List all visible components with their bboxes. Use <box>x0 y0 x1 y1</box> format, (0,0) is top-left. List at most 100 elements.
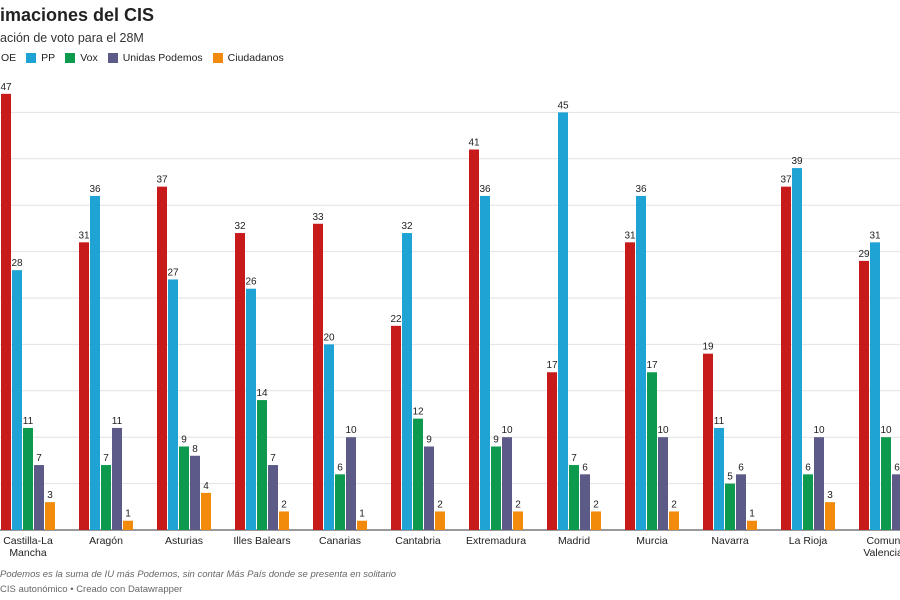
value-label: 9 <box>493 434 499 445</box>
x-tick-label: Navarra <box>711 535 749 547</box>
x-tick-label: Madrid <box>557 535 591 547</box>
bar <box>647 372 657 530</box>
legend-label: Ciudadanos <box>227 52 284 64</box>
bar <box>190 455 200 530</box>
value-label: 41 <box>468 138 480 149</box>
value-label: 6 <box>805 462 811 473</box>
legend-swatch <box>107 53 118 63</box>
value-label: 5 <box>727 472 733 483</box>
value-label: 2 <box>671 499 677 510</box>
bar <box>391 325 401 530</box>
bar <box>424 446 434 530</box>
bar <box>157 186 167 530</box>
value-label: 4 <box>203 481 209 492</box>
bar <box>357 520 367 530</box>
value-label: 6 <box>894 462 900 473</box>
bar <box>201 492 211 530</box>
value-label: 28 <box>11 258 23 269</box>
bar <box>870 242 880 530</box>
bar <box>123 520 133 530</box>
value-label: 11 <box>714 416 725 427</box>
bar <box>112 427 122 530</box>
bar <box>669 511 679 530</box>
value-label: 6 <box>582 462 588 473</box>
value-label: 1 <box>749 509 755 520</box>
value-label: 14 <box>256 388 268 399</box>
x-tick-label: Canarias <box>318 535 362 547</box>
value-label: 22 <box>390 314 402 325</box>
value-label: 3 <box>47 490 53 501</box>
bar <box>736 474 746 530</box>
bar <box>90 195 100 531</box>
value-label: 1 <box>125 509 131 520</box>
bar <box>313 223 323 530</box>
bar <box>859 260 869 530</box>
legend-item: Ciudadanos <box>212 52 284 64</box>
legend-swatch <box>26 53 37 63</box>
legend-item: Unidas Podemos <box>107 52 203 64</box>
bar <box>591 511 601 530</box>
value-label: 31 <box>78 230 90 241</box>
bar <box>480 195 490 531</box>
x-tick-label: Asturias <box>165 535 203 547</box>
bar <box>747 520 757 530</box>
value-label: 9 <box>426 434 432 445</box>
value-label: 29 <box>858 249 870 260</box>
bar <box>558 112 568 531</box>
legend-label: Vox <box>80 52 98 64</box>
value-label: 45 <box>557 100 569 111</box>
value-label: 17 <box>546 360 558 371</box>
value-label: 10 <box>501 425 513 436</box>
legend-swatch <box>65 53 76 63</box>
value-label: 36 <box>89 184 101 195</box>
bar <box>435 511 445 530</box>
bar <box>45 502 55 530</box>
bar <box>825 502 835 530</box>
bar <box>881 437 891 530</box>
value-label: 10 <box>345 425 357 436</box>
bar <box>814 437 824 530</box>
bar <box>625 242 635 530</box>
bar <box>792 168 802 530</box>
value-label: 1 <box>359 509 365 520</box>
value-label: 12 <box>412 407 424 418</box>
value-label: 37 <box>156 175 168 186</box>
x-tick-label: Aragón <box>89 535 123 547</box>
bar <box>34 465 44 530</box>
legend-label: OE <box>1 52 17 64</box>
value-label: 10 <box>813 425 825 436</box>
x-tick-label: Extremadura <box>465 535 527 547</box>
value-label: 26 <box>245 277 257 288</box>
bar <box>513 511 523 530</box>
source: CIS autonómico • Creado con Datawrapper <box>0 584 183 595</box>
bar <box>79 242 89 530</box>
chart-title: imaciones del CIS <box>0 5 155 25</box>
legend-item: OE <box>0 52 16 64</box>
x-tick-label: Cantabria <box>395 535 441 547</box>
value-label: 6 <box>738 462 744 473</box>
value-label: 8 <box>192 444 198 455</box>
value-label: 7 <box>571 453 577 464</box>
chart-subtitle: ación de voto para el 28M <box>0 31 144 45</box>
value-label: 7 <box>270 453 276 464</box>
legend: OE PP Vox Unidas Podemos Ciudadanos <box>0 52 294 64</box>
bar <box>246 288 256 530</box>
value-label: 27 <box>167 267 179 278</box>
value-label: 19 <box>702 342 714 353</box>
value-label: 37 <box>780 175 792 186</box>
bar <box>324 344 334 530</box>
value-label: 20 <box>323 332 335 343</box>
value-label: 10 <box>657 425 669 436</box>
value-label: 9 <box>181 434 187 445</box>
value-label: 32 <box>401 221 413 232</box>
bar <box>279 511 289 530</box>
bar <box>168 279 178 530</box>
bar <box>23 427 33 530</box>
x-tick-label: Murcia <box>636 535 668 547</box>
bar <box>547 372 557 530</box>
value-label: 39 <box>791 156 803 167</box>
bar <box>179 446 189 530</box>
value-label: 17 <box>646 360 658 371</box>
